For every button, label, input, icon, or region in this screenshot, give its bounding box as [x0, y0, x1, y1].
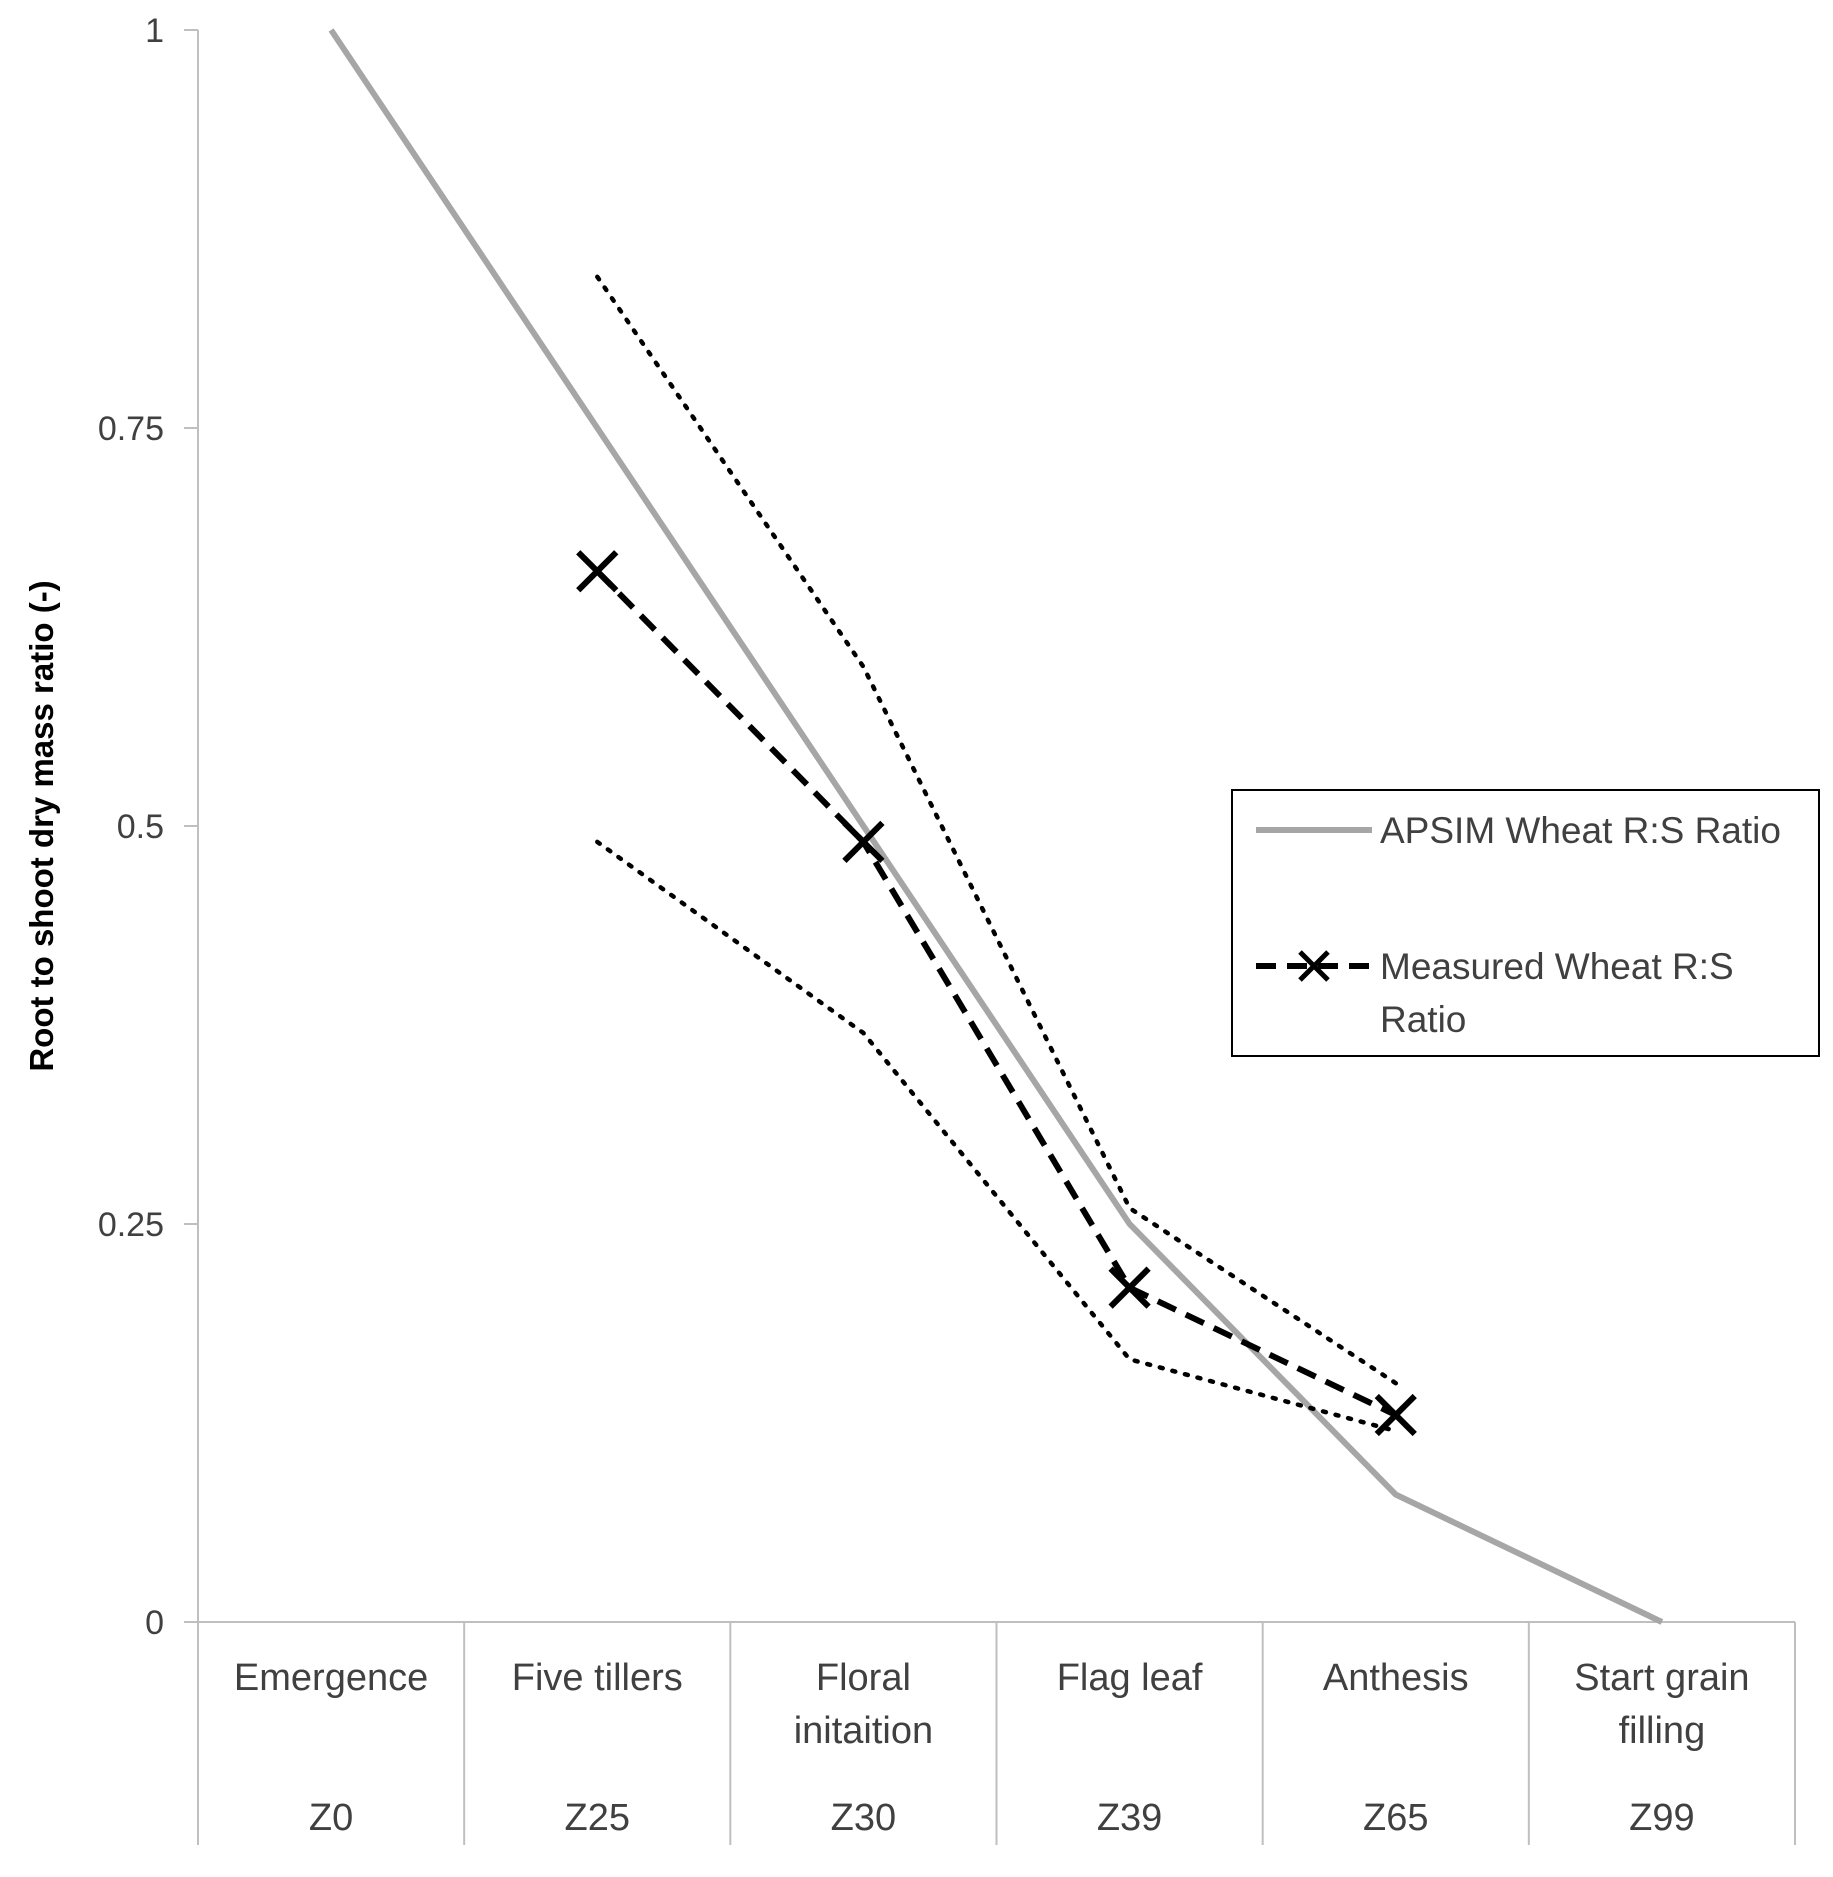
y-tick-label: 0.25: [98, 1206, 164, 1244]
y-tick-label: 0.75: [98, 410, 164, 448]
legend-x-marker: [1298, 950, 1330, 982]
x-marker-stroke: [1374, 1393, 1417, 1437]
x-category-code: Z65: [1363, 1797, 1428, 1839]
x-category-label: Anthesis: [1323, 1657, 1469, 1699]
measured-lower-bound-line: [595, 839, 1399, 1434]
legend-label: Ratio: [1380, 999, 1466, 1040]
x-marker-stroke: [1108, 1266, 1151, 1309]
x-category-code: Z0: [309, 1797, 353, 1839]
y-tick-label: 1: [145, 12, 164, 50]
x-category-label: Start grain: [1574, 1657, 1749, 1699]
y-tick-label: 0.5: [117, 808, 164, 846]
legend: APSIM Wheat R:S Ratio Measured Wheat R:S R…: [1231, 789, 1820, 1057]
measured-wheat-r-s-ratio-line: [595, 569, 1398, 1418]
plot-series: [328, 28, 1664, 1625]
x-category-code: Z30: [831, 1797, 896, 1839]
axis-labels: 0 0.25 0.5 0.75 1 Emergence Z0 Five tillers Z25 F…: [23, 12, 1750, 1839]
legend-box: [1231, 789, 1820, 1057]
y-axis-title: Root to shoot dry mass ratio (-): [23, 580, 60, 1071]
x-category-code: Z25: [565, 1797, 630, 1839]
legend-label: Measured Wheat R:S: [1380, 946, 1734, 987]
x-category-code: Z39: [1097, 1797, 1162, 1839]
legend-label: APSIM Wheat R:S Ratio: [1380, 810, 1781, 851]
measured-data-point-marker: [1108, 1266, 1151, 1309]
x-category-label: Emergence: [234, 1657, 428, 1699]
axes: [184, 29, 1796, 1845]
y-tick-label: 0: [145, 1604, 164, 1642]
apsim-wheat-r-s-ratio-line: [328, 28, 1664, 1625]
x-category-label: initaition: [794, 1710, 933, 1752]
x-marker-stroke: [842, 820, 885, 864]
x-category-label: Floral: [816, 1657, 911, 1699]
x-category-label: Five tillers: [512, 1657, 683, 1699]
measured-data-point-marker: [1374, 1393, 1417, 1437]
x-category-label: filling: [1619, 1710, 1706, 1752]
measured-upper-bound-line: [595, 274, 1399, 1386]
measured-data-point-marker: [842, 820, 885, 864]
x-category-label: Flag leaf: [1057, 1657, 1203, 1699]
x-marker-stroke: [576, 550, 619, 593]
x-category-code: Z99: [1629, 1797, 1694, 1839]
measured-data-point-marker: [576, 550, 619, 593]
